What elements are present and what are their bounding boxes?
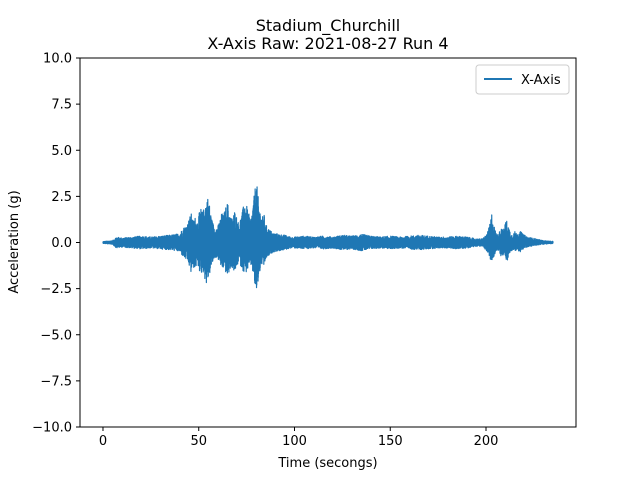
- x-tick-label: 50: [190, 434, 207, 449]
- chart-subtitle: X-Axis Raw: 2021-08-27 Run 4: [207, 34, 448, 53]
- y-axis-ticks: −10.0 −7.5 −5.0 −2.5 0.0 2.5 5.0 7.5 10.0: [32, 52, 80, 436]
- legend-label-x-axis: X-Axis: [521, 73, 561, 88]
- x-tick-label: 150: [378, 434, 403, 449]
- legend-box: [475, 64, 570, 95]
- y-tick-label: 10.0: [43, 52, 72, 67]
- y-tick-label: −10.0: [32, 421, 72, 436]
- y-tick-label: −5.0: [40, 328, 72, 343]
- y-tick-label: 2.5: [51, 190, 72, 205]
- x-tick-label: 200: [474, 434, 499, 449]
- series-layer: [102, 186, 554, 289]
- x-tick-label: 0: [99, 434, 107, 449]
- y-tick-label: 5.0: [51, 144, 72, 159]
- x-axis-ticks: 0 50 100 150 200: [99, 427, 499, 449]
- y-axis-label: Acceleration (g): [7, 190, 22, 293]
- y-tick-label: −7.5: [40, 374, 72, 389]
- x-tick-label: 100: [282, 434, 307, 449]
- series-line-x-axis: [102, 186, 554, 289]
- y-tick-label: −2.5: [40, 282, 72, 297]
- x-axis-label: Time (secongs): [277, 456, 377, 471]
- legend: X-Axis: [475, 64, 570, 95]
- y-tick-label: 0.0: [51, 236, 72, 251]
- plot-area: [79, 57, 577, 428]
- y-tick-label: 7.5: [51, 98, 72, 113]
- chart-title: Stadium_Churchill: [256, 16, 401, 36]
